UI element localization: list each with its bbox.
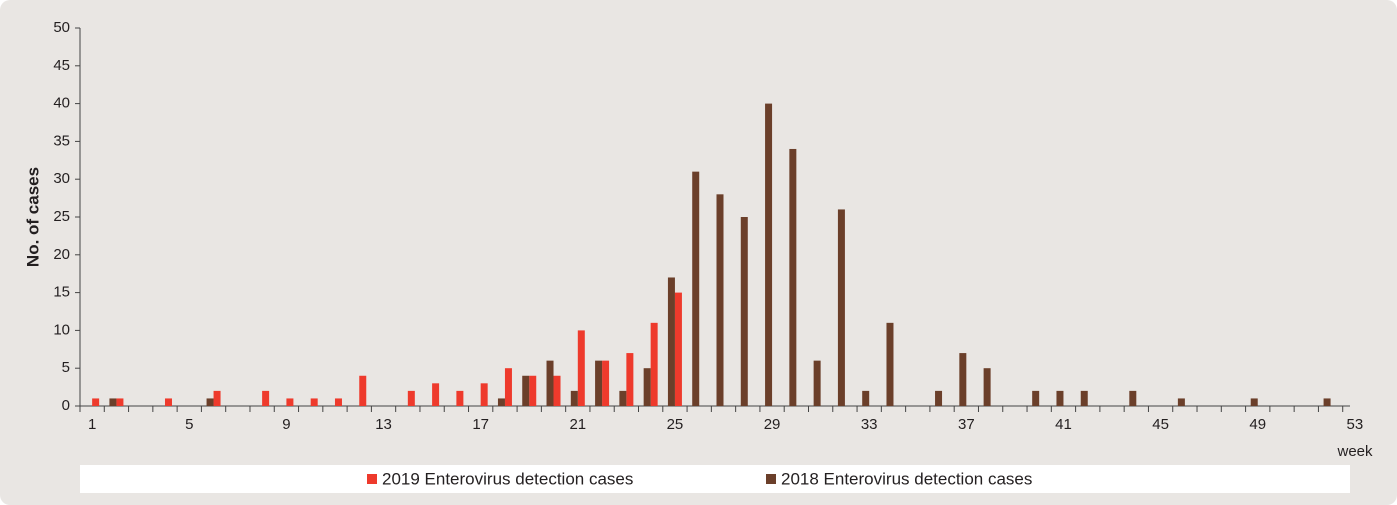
bar [1177,398,1185,406]
bar [570,390,578,406]
bar [886,322,894,406]
bar [1250,398,1258,406]
bar [529,375,537,406]
bar [643,368,651,406]
bar [959,353,967,406]
y-tick-label: 35 [53,132,70,149]
bar [626,353,634,406]
bar [109,398,117,406]
bar [407,390,415,406]
y-tick-label: 5 [62,359,70,376]
bar [740,217,748,406]
bar [359,375,367,406]
bar [1032,390,1040,406]
x-axis-label: week [1336,443,1373,460]
bar [206,398,214,406]
bar [456,390,464,406]
bar [164,398,172,406]
x-tick-label: 25 [667,416,684,433]
legend-swatch [766,474,776,484]
bar [1323,398,1331,406]
bar [935,390,943,406]
y-tick-label: 30 [53,170,70,187]
bar [813,360,821,406]
bar [692,171,700,406]
bar [789,148,797,406]
bar [546,360,554,406]
bar [553,375,561,406]
bar [765,103,773,406]
bar [522,375,530,406]
x-tick-label: 17 [472,416,489,433]
legend-label: 2018 Enterovirus detection cases [781,469,1032,488]
x-tick-label: 21 [569,416,586,433]
legend-box [80,465,1350,493]
legend-label: 2019 Enterovirus detection cases [382,469,633,488]
bar [577,330,585,406]
x-tick-label: 29 [764,416,781,433]
x-tick-label: 53 [1347,416,1364,433]
bar [1080,390,1088,406]
bar [432,383,440,406]
bar [213,390,221,406]
bar [650,322,658,406]
bar [497,398,505,406]
y-tick-label: 10 [53,321,70,338]
bar [595,360,603,406]
bar [837,209,845,406]
y-tick-label: 15 [53,284,70,301]
y-tick-label: 25 [53,208,70,225]
bar [602,360,610,406]
y-tick-label: 20 [53,246,70,263]
bar [862,390,870,406]
y-tick-label: 40 [53,95,70,112]
bar [1129,390,1137,406]
bar [983,368,991,406]
x-tick-label: 13 [375,416,392,433]
y-axis-label: No. of cases [23,167,42,267]
bar [667,277,675,406]
x-tick-label: 1 [88,416,96,433]
x-tick-label: 5 [185,416,193,433]
x-tick-label: 33 [861,416,878,433]
legend-swatch [367,474,377,484]
bar [619,390,627,406]
x-tick-label: 49 [1249,416,1266,433]
y-tick-label: 45 [53,57,70,74]
bar [262,390,270,406]
y-tick-label: 0 [62,397,70,414]
x-tick-label: 41 [1055,416,1072,433]
bar [334,398,342,406]
bar [504,368,512,406]
bar [716,194,724,406]
bar [674,292,682,406]
bar [1056,390,1064,406]
bar [286,398,294,406]
bar [116,398,124,406]
bar [480,383,488,406]
bar [92,398,100,406]
x-tick-label: 9 [282,416,290,433]
x-tick-label: 45 [1152,416,1169,433]
bar [310,398,318,406]
x-tick-label: 37 [958,416,975,433]
y-tick-label: 50 [53,19,70,36]
